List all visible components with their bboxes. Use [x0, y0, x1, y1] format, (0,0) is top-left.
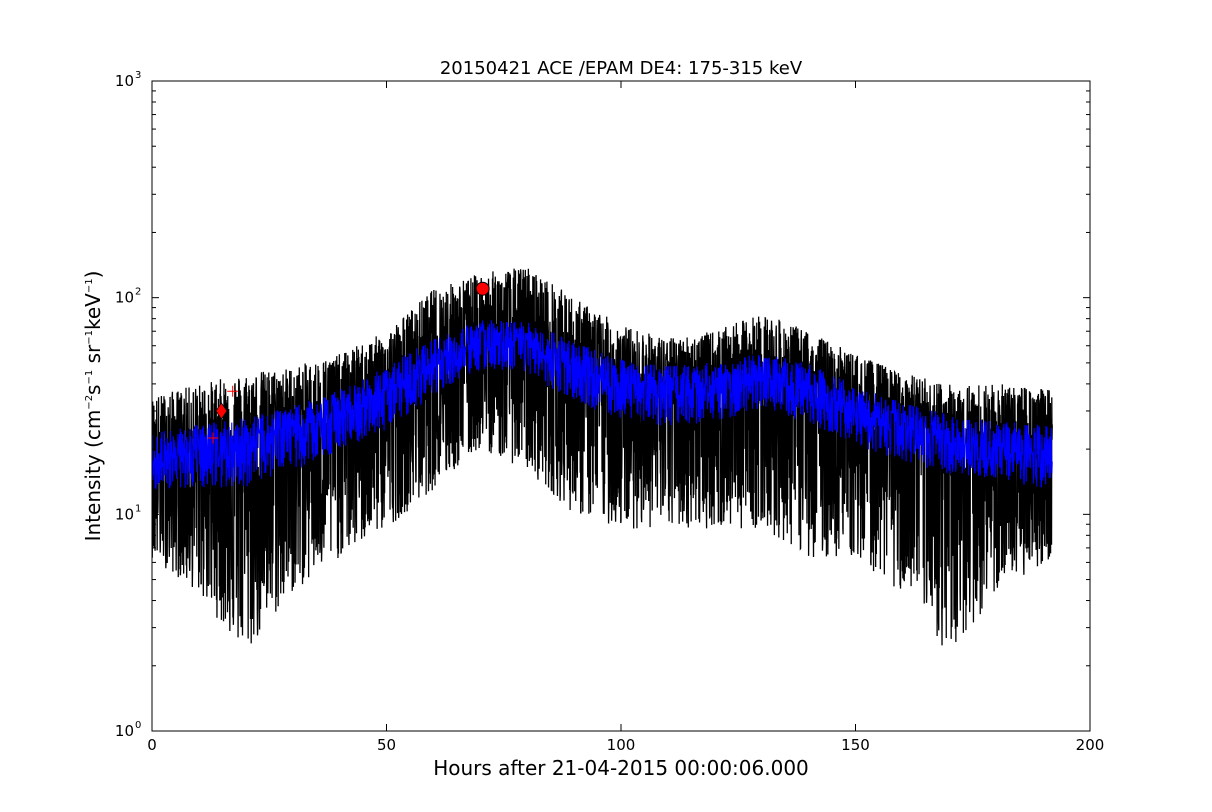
- x-tick-label: 150: [841, 736, 870, 754]
- y-label-exp3: −1: [84, 330, 95, 345]
- y-label-mid3: keV: [81, 293, 105, 330]
- plus-marker: [227, 385, 239, 397]
- y-label-mid1: s: [81, 385, 105, 395]
- y-tick-label: 10: [115, 722, 134, 740]
- peak-circle-marker: [475, 281, 490, 296]
- y-label-exp1: −2: [84, 395, 95, 410]
- y-tick-label-exponent: 2: [135, 287, 141, 298]
- x-tick-label: 200: [1076, 736, 1105, 754]
- y-label-exp2: −1: [84, 370, 95, 385]
- smoothed-data-series-line: [152, 320, 1053, 490]
- y-tick-label-exponent: 3: [135, 70, 141, 81]
- x-tick-label: 0: [147, 736, 157, 754]
- plus-marker: [207, 432, 219, 444]
- y-tick-label: 10: [115, 505, 134, 523]
- y-axis-label: Intensity (cm−2s−1 sr−1keV−1): [81, 271, 105, 542]
- y-label-prefix: Intensity (cm: [81, 410, 105, 542]
- marker-layer: [207, 281, 490, 444]
- onset-diamond-marker: [215, 402, 228, 420]
- y-label-mid2: sr: [81, 344, 105, 370]
- x-axis-label: Hours after 21-04-2015 00:00:06.000: [433, 756, 809, 780]
- x-tick-label: 50: [377, 736, 396, 754]
- y-label-exp4: −1: [84, 278, 95, 293]
- y-tick-label: 10: [115, 72, 134, 90]
- y-label-suffix: ): [81, 271, 105, 279]
- x-tick-label: 100: [607, 736, 636, 754]
- y-tick-label-exponent: 0: [135, 720, 141, 731]
- data-layer: [152, 268, 1053, 646]
- y-tick-label-exponent: 1: [135, 503, 141, 514]
- chart-title: 20150421 ACE /EPAM DE4: 175-315 keV: [440, 58, 803, 79]
- y-tick-label: 10: [115, 289, 134, 307]
